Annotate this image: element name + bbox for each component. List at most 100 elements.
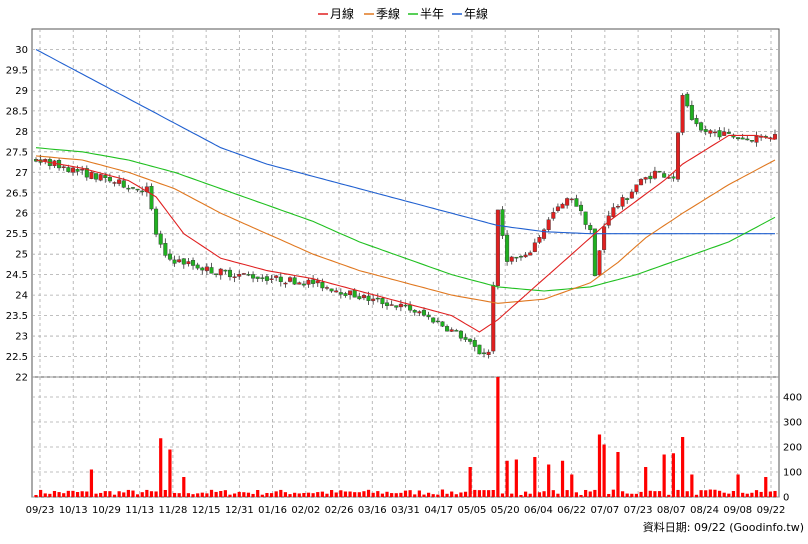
candle-body [754, 136, 759, 143]
date-tick-label: 02/02 [291, 505, 320, 516]
candle-body [135, 188, 140, 191]
candle-body [283, 282, 288, 285]
volume-bar [505, 460, 509, 497]
candle-body [602, 226, 607, 250]
date-tick-label: 10/29 [92, 505, 121, 516]
candle-body [241, 273, 246, 275]
volume-bar [482, 490, 486, 497]
volume-bar [408, 490, 412, 497]
candle-body [264, 276, 269, 281]
candle-body [140, 190, 145, 193]
volume-bar [251, 493, 255, 497]
candle-body [745, 138, 750, 141]
volume-bar [353, 492, 357, 497]
volume-bar [260, 494, 264, 497]
volume-bar [648, 490, 652, 497]
volume-bar [745, 493, 749, 497]
date-tick-label: 05/20 [491, 505, 520, 516]
candle-body [232, 276, 237, 278]
candle-body [532, 242, 537, 252]
volume-bar [528, 493, 532, 497]
volume-bar [265, 492, 269, 497]
candle-body [292, 277, 297, 285]
candle-body [588, 225, 593, 230]
volume-tick-label: 400 [783, 393, 802, 404]
candle-body [620, 197, 625, 207]
candle-body [121, 180, 126, 188]
candle-body [514, 256, 519, 259]
volume-bar [450, 491, 454, 497]
candle-body [103, 175, 108, 179]
volume-bar [311, 493, 315, 497]
volume-bar [200, 492, 204, 497]
volume-bar [620, 491, 625, 497]
volume-bar [85, 491, 89, 497]
candle-body [495, 209, 500, 286]
candle-body [338, 292, 343, 295]
candle-body [126, 187, 131, 190]
legend: 月線 季線 半年 年線 [318, 6, 488, 21]
candle-body [177, 259, 182, 263]
candle-body [278, 276, 283, 282]
volume-bar [699, 490, 703, 497]
candle-body [315, 280, 320, 284]
volume-bar [768, 491, 772, 497]
volume-bar [325, 493, 329, 497]
candle-body [366, 295, 371, 301]
candle-body [685, 93, 690, 107]
legend-half-label: 半年 [420, 7, 444, 21]
candle-body [749, 140, 754, 142]
date-tick-label: 03/16 [358, 505, 387, 516]
volume-bar [320, 491, 324, 497]
price-tick-label: 28 [15, 127, 28, 138]
candle-body [643, 177, 648, 180]
date-tick-label: 09/23 [26, 505, 55, 516]
candle-body [75, 169, 80, 172]
date-tick-label: 07/07 [590, 505, 619, 516]
price-tick-label: 22.5 [6, 352, 28, 363]
volume-bar [510, 493, 514, 497]
candle-body [43, 159, 48, 162]
volume-bar [694, 494, 699, 497]
date-tick-label: 09/22 [757, 505, 786, 516]
volume-bar [556, 493, 560, 497]
candle-body [569, 198, 574, 201]
volume-bar [413, 494, 417, 497]
candle-body [329, 288, 334, 292]
candle-body [671, 176, 676, 179]
volume-bar [145, 489, 149, 497]
price-tick-label: 23 [15, 332, 28, 343]
volume-bar [394, 493, 398, 497]
price-tick-label: 25 [15, 250, 28, 261]
volume-bar [625, 493, 629, 497]
volume-bar [579, 494, 583, 497]
data-date-credit: 資料日期: 09/22 (Goodinfo.tw) [643, 520, 804, 534]
volume-bar [736, 474, 740, 497]
date-tick-label: 02/26 [325, 505, 354, 516]
volume-bar [279, 489, 283, 497]
volume-bar [634, 493, 639, 497]
volume-bar [436, 494, 440, 497]
price-tick-label: 23.5 [6, 311, 28, 322]
volume-bar [196, 493, 200, 497]
volume-bar [662, 454, 666, 497]
volume-bar [704, 490, 708, 497]
candle-body [652, 170, 657, 179]
volume-bar [431, 494, 435, 497]
candle-body [717, 130, 722, 138]
price-tick-label: 24 [15, 291, 28, 302]
volume-bar [219, 490, 223, 497]
candle-body [343, 293, 348, 296]
candle-body [639, 178, 644, 186]
volume-bar [330, 490, 334, 497]
candle-body [107, 177, 112, 182]
volume-bar [34, 494, 38, 497]
candle-body [458, 330, 463, 339]
candle-body [657, 170, 662, 173]
volume-bar [440, 489, 445, 497]
volume-bar [140, 492, 144, 497]
volume-bar [62, 493, 66, 497]
volume-bar [348, 491, 352, 497]
candle-body [361, 295, 366, 299]
candle-body [320, 282, 325, 289]
